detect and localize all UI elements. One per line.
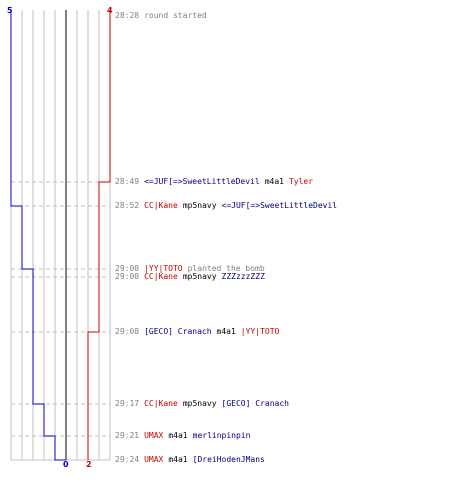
event-row: 29:00 |YY|TOTO planted the bomb — [115, 264, 270, 274]
event-time: 29:00 — [115, 272, 140, 281]
event-time: 28:28 — [115, 11, 140, 20]
event-time: 29:21 — [115, 431, 140, 440]
event-weapon: m4a1 — [264, 177, 284, 186]
red-start-count: 4 — [107, 6, 113, 15]
event-actor: CC|Kane — [144, 399, 178, 408]
event-actor: [GECO] Cranach — [144, 327, 212, 336]
event-time: 28:49 — [115, 177, 140, 186]
event-row: 29:08 [GECO] Cranach m4a1 |YY|TOTO — [115, 327, 284, 337]
event-row: 28:28 round started — [115, 11, 212, 21]
blue-end-count: 0 — [63, 460, 69, 469]
event-actor: CC|Kane — [144, 201, 178, 210]
event-time: 29:17 — [115, 399, 140, 408]
event-weapon: m4a1 — [216, 327, 236, 336]
event-row: 29:00 CC|Kane mp5navy ZZZzzzZZZ — [115, 272, 270, 282]
event-victim: |YY|TOTO — [240, 327, 280, 336]
event-actor: <=JUF[=>SweetLittleDevil — [144, 177, 260, 186]
event-row: 29:17 CC|Kane mp5navy [GECO] Cranach — [115, 399, 294, 409]
event-text: round started — [144, 11, 207, 20]
event-weapon: mp5navy — [182, 399, 217, 408]
event-weapon: mp5navy — [182, 272, 217, 281]
event-row: 29:21 UMAX m4a1 merlinpinpin — [115, 431, 255, 441]
event-victim: [GECO] Cranach — [221, 399, 289, 408]
event-guide-lines — [11, 181, 110, 461]
event-time: 28:52 — [115, 201, 140, 210]
event-victim: <=JUF[=>SweetLittleDevil — [221, 201, 338, 210]
red-end-count: 2 — [86, 460, 92, 469]
event-victim: ZZZzzzZZZ — [221, 272, 265, 281]
event-row: 28:49 <=JUF[=>SweetLittleDevil m4a1 Tyler — [115, 177, 318, 187]
event-weapon: m4a1 — [168, 431, 188, 440]
blue-start-count: 5 — [7, 6, 13, 15]
event-actor: CC|Kane — [144, 272, 178, 281]
event-actor: UMAX — [144, 455, 164, 464]
blue-team-alive-line — [10, 10, 66, 461]
event-row: 28:52 CC|Kane mp5navy <=JUF[=>SweetLittleDe… — [115, 201, 342, 211]
event-time: 29:08 — [115, 327, 140, 336]
event-weapon: m4a1 — [168, 455, 188, 464]
event-actor: |YY|TOTO — [144, 264, 183, 273]
event-weapon: mp5navy — [182, 201, 217, 210]
event-actor: UMAX — [144, 431, 164, 440]
event-text: planted the bomb — [187, 264, 265, 273]
event-time: 29:00 — [115, 264, 140, 273]
player-grid-lines — [10, 10, 111, 460]
event-victim: [DreiHodenJMans — [192, 455, 265, 464]
event-victim: merlinpinpin — [192, 431, 251, 440]
event-time: 29:24 — [115, 455, 140, 464]
event-victim: Tyler — [288, 177, 314, 186]
red-team-alive-line — [87, 10, 111, 460]
event-row: 29:24 UMAX m4a1 [DreiHodenJMans — [115, 455, 270, 465]
